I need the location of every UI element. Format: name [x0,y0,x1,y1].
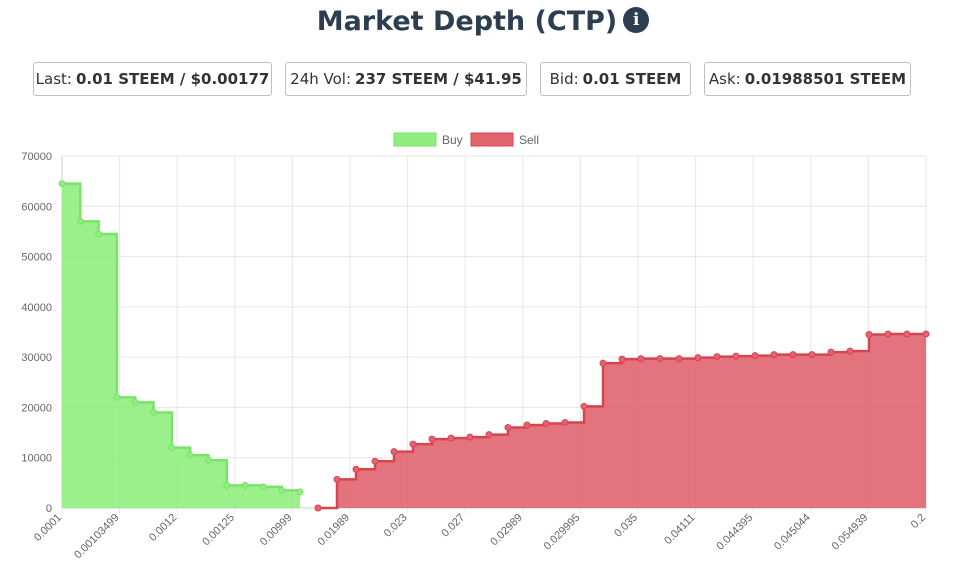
buy-series-point [58,180,66,188]
x-tick-label: 0.00999 [258,512,295,549]
buy-series-point [168,444,176,452]
x-tick-label: 0.035 [612,512,640,540]
sell-series-point [409,440,417,448]
legend-buy-label: Buy [442,133,463,147]
buy-series-point [150,408,158,416]
stat-ask: Ask: 0.01988501 STEEM [704,62,911,96]
sell-series-point [314,504,322,512]
sell-series-point [466,433,474,441]
x-tick-label: 0.044395 [714,512,755,553]
buy-series-point [95,230,103,238]
legend-buy-swatch [393,132,437,147]
sell-series-point [713,353,721,361]
x-tick-label: 0.02989 [488,512,525,549]
stat-last-label: Last: [35,70,72,88]
sell-series-point [656,355,664,363]
stat-ask-value: 0.01988501 STEEM [744,70,907,88]
y-tick-label: 50000 [21,252,52,264]
x-tick-label: 0.00103499 [72,512,122,562]
buy-series-point [259,483,267,491]
sell-series-point [504,424,512,432]
sell-series-point [922,330,930,338]
y-tick-label: 70000 [21,151,52,163]
chart-legend: Buy Sell [393,132,539,147]
x-tick-label: 0.0012 [147,512,179,544]
stats-bar: Last: 0.01 STEEM / $0.00177 24h Vol: 237 S… [0,62,966,98]
stat-last-value: 0.01 STEEM / $0.00177 [75,70,270,88]
y-tick-label: 20000 [21,402,52,414]
sell-series-point [447,434,455,442]
buy-series-point [76,217,84,225]
stat-last: Last: 0.01 STEEM / $0.00177 [33,62,272,96]
sell-series-point [770,351,778,359]
stat-bid-label: Bid: [549,70,579,88]
sell-series-point [333,475,341,483]
market-depth-chart: 0 10000 20000 30000 40000 50000 60000 70000 0.00… [21,132,930,562]
sell-series-point [732,352,740,360]
info-icon[interactable]: i [623,6,650,33]
x-tick-label: 0.00125 [200,512,237,549]
sell-series-area [318,334,926,508]
y-tick-label: 40000 [21,302,52,314]
sell-series-point [485,431,493,439]
sell-series-point [808,351,816,359]
sell-series-point [637,355,645,363]
page-title: Market Depth (CTP) i [0,6,966,37]
buy-series-point [113,393,121,401]
sell-series-point [428,435,436,443]
x-tick-label: 0.04111 [662,512,697,547]
buy-series-point [296,488,304,496]
sell-series-point [675,355,683,363]
sell-series-point [580,402,588,410]
buy-series-point [278,486,286,494]
y-tick-label: 60000 [21,201,52,213]
sell-series-point [352,465,360,473]
sell-series-point [390,448,398,456]
sell-series-point [865,331,873,339]
y-tick-label: 0 [46,503,52,515]
buy-series-area [62,183,300,508]
buy-series-point [186,451,194,459]
sell-series-point [618,355,626,363]
stat-volume: 24h Vol: 237 STEEM / $41.95 [285,62,527,96]
sell-series-point [846,347,854,355]
sell-series-point [903,330,911,338]
sell-series-point [789,351,797,359]
x-tick-label: 0.0001 [32,512,64,544]
sell-series-point [884,330,892,338]
stat-bid-value: 0.01 STEEM [582,70,682,88]
x-tick-label: 0.029995 [542,512,583,553]
x-tick-label: 0.027 [439,512,467,540]
stat-volume-value: 237 STEEM / $41.95 [355,70,522,88]
y-tick-label: 30000 [21,352,52,364]
buy-series-point [223,481,231,489]
stat-ask-label: Ask: [708,70,741,88]
x-tick-label: 0.054939 [830,512,871,553]
sell-series-point [751,352,759,360]
sell-series-point [827,348,835,356]
x-tick-label: 0.023 [382,512,410,540]
legend-sell-swatch [470,132,514,147]
sell-series-point [542,420,550,428]
legend-sell-label: Sell [519,133,539,147]
stat-volume-label: 24h Vol: [290,70,352,88]
buy-series-point [131,398,139,406]
title-text: Market Depth (CTP) [316,6,618,37]
sell-series-point [523,421,531,429]
sell-series-point [371,457,379,465]
sell-series-point [561,419,569,427]
y-tick-label: 10000 [21,453,52,465]
buy-series-point [241,481,249,489]
x-tick-label: 0.01989 [316,512,353,549]
sell-series-point [694,354,702,362]
buy-series-point [204,456,212,464]
stat-bid: Bid: 0.01 STEEM [540,62,691,96]
x-tick-label: 0.2 [909,512,928,531]
sell-series-point [599,359,607,367]
x-tick-label: 0.045044 [772,512,813,553]
